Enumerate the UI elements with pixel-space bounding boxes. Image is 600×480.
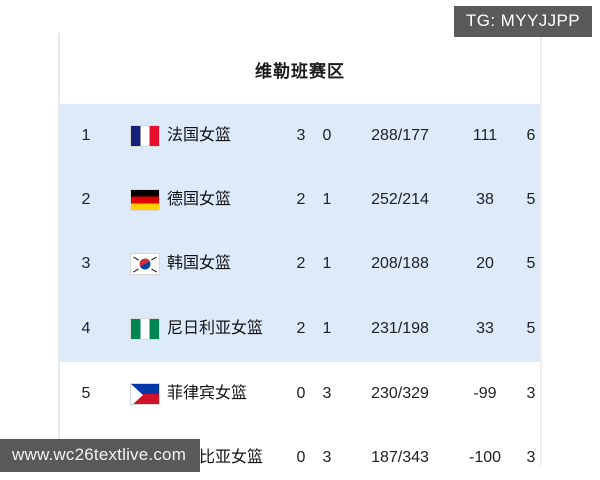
triangle-mark bbox=[131, 384, 143, 404]
wins-cell: 3 bbox=[296, 127, 306, 144]
point-diff-cell: 20 bbox=[476, 255, 494, 272]
points-ratio-cell: 208/188 bbox=[371, 255, 429, 272]
team-cell: 法国女篮 bbox=[112, 125, 288, 147]
tag-badge: TG: MYYJJPP bbox=[454, 6, 592, 37]
team-name: 韩国女篮 bbox=[167, 254, 232, 272]
team-cell: 尼日利亚女篮 bbox=[112, 318, 288, 340]
table-row[interactable]: 2 德国女篮 2 1 252/214 38 5 bbox=[60, 168, 540, 232]
france-flag bbox=[130, 125, 160, 147]
points-ratio-cell: 230/329 bbox=[371, 385, 429, 402]
trigram-mark bbox=[133, 256, 139, 261]
team-name: 菲律宾女篮 bbox=[167, 384, 248, 402]
rank-cell: 2 bbox=[81, 191, 91, 208]
points-cell: 3 bbox=[526, 385, 536, 402]
rank-cell: 4 bbox=[81, 320, 91, 337]
point-diff-cell: 38 bbox=[476, 191, 494, 208]
qualified-group: 1 法国女篮 3 0 288/177 111 6 2 德国女篮 2 1 bbox=[60, 104, 540, 362]
rank-cell: 5 bbox=[81, 385, 91, 402]
points-cell: 3 bbox=[526, 449, 536, 466]
team-cell: 德国女篮 bbox=[112, 189, 288, 211]
page-title: 维勒班赛区 bbox=[60, 33, 540, 104]
team-cell: 菲律宾女篮 bbox=[112, 383, 288, 405]
point-diff-cell: -99 bbox=[473, 385, 497, 402]
losses-cell: 3 bbox=[322, 385, 332, 402]
wins-cell: 0 bbox=[296, 449, 306, 466]
wins-cell: 2 bbox=[296, 255, 306, 272]
points-cell: 5 bbox=[526, 255, 536, 272]
wins-cell: 2 bbox=[296, 191, 306, 208]
rank-cell: 1 bbox=[81, 127, 91, 144]
team-name: 尼日利亚女篮 bbox=[167, 319, 264, 337]
losses-cell: 1 bbox=[322, 320, 332, 337]
trigram-mark bbox=[151, 256, 157, 261]
table-row[interactable]: 5 菲律宾女篮 0 3 230/329 -99 3 bbox=[60, 362, 540, 426]
point-diff-cell: 111 bbox=[472, 127, 498, 144]
points-cell: 5 bbox=[526, 191, 536, 208]
team-cell: 韩国女篮 bbox=[112, 253, 288, 275]
points-ratio-cell: 187/343 bbox=[371, 449, 429, 466]
points-cell: 6 bbox=[526, 127, 536, 144]
standings-card: 维勒班赛区 1 法国女篮 3 0 288/177 111 6 2 德国女篮 bbox=[58, 33, 542, 466]
points-ratio-cell: 231/198 bbox=[371, 320, 429, 337]
team-name: 法国女篮 bbox=[167, 126, 232, 144]
wins-cell: 0 bbox=[296, 385, 306, 402]
south-korea-flag bbox=[130, 253, 160, 275]
point-diff-cell: -100 bbox=[468, 449, 502, 466]
watermark: www.wc26textlive.com bbox=[0, 439, 201, 472]
points-ratio-cell: 288/177 bbox=[371, 127, 429, 144]
wins-cell: 2 bbox=[296, 320, 306, 337]
table-row[interactable]: 3 韩国女篮 2 1 208/188 20 5 bbox=[60, 232, 540, 296]
germany-flag bbox=[130, 189, 160, 211]
losses-cell: 3 bbox=[322, 449, 332, 466]
losses-cell: 1 bbox=[322, 255, 332, 272]
losses-cell: 1 bbox=[322, 191, 332, 208]
point-diff-cell: 33 bbox=[476, 320, 494, 337]
losses-cell: 0 bbox=[322, 127, 332, 144]
trigram-mark bbox=[151, 268, 157, 273]
trigram-mark bbox=[133, 268, 139, 273]
points-cell: 5 bbox=[526, 320, 536, 337]
points-ratio-cell: 252/214 bbox=[371, 191, 429, 208]
philippines-flag bbox=[130, 383, 160, 405]
team-name: 德国女篮 bbox=[167, 190, 232, 208]
table-row[interactable]: 4 尼日利亚女篮 2 1 231/198 33 5 bbox=[60, 296, 540, 362]
table-row[interactable]: 1 法国女篮 3 0 288/177 111 6 bbox=[60, 104, 540, 168]
rank-cell: 3 bbox=[81, 255, 91, 272]
nigeria-flag bbox=[130, 318, 160, 340]
